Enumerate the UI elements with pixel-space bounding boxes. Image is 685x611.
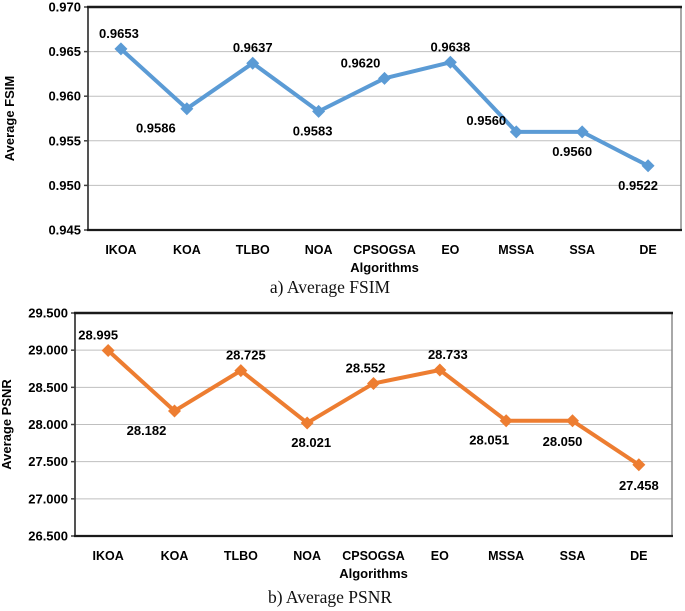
x-category-label: EO <box>431 549 449 563</box>
data-point-marker <box>367 376 380 390</box>
x-axis-title: Algorithms <box>350 260 419 275</box>
data-point-marker <box>499 414 513 428</box>
x-category-label: NOA <box>305 243 333 257</box>
data-point-label: 27.458 <box>619 478 659 493</box>
data-point-label: 0.9583 <box>293 123 333 138</box>
y-tick-label: 26.500 <box>28 529 68 544</box>
data-point-marker <box>101 344 115 358</box>
data-point-label: 28.182 <box>127 423 167 438</box>
data-point-marker <box>300 416 314 430</box>
data-point-label: 28.733 <box>428 347 468 362</box>
x-category-label: SSA <box>569 243 595 257</box>
fsim-chart-figure: 0.970 0.965 0.960 0.955 0.950 0.945 0.9653 0.95… <box>0 0 685 298</box>
y-axis-title: Average PSNR <box>0 379 14 470</box>
data-point-marker <box>180 102 194 116</box>
y-tick-label: 28.000 <box>28 417 68 432</box>
y-tick-label: 0.970 <box>48 0 81 15</box>
data-point-label: 0.9637 <box>233 40 273 55</box>
data-point-label: 28.050 <box>543 434 583 449</box>
x-category-label: IKOA <box>93 549 124 563</box>
x-category-label: DE <box>639 243 656 257</box>
y-tick-label: 29.500 <box>28 306 68 321</box>
x-axis-title: Algorithms <box>339 566 408 581</box>
x-category-label: MSSA <box>498 243 534 257</box>
data-point-marker <box>641 159 655 173</box>
data-point-label: 0.9653 <box>99 26 139 41</box>
y-axis-title: Average FSIM <box>2 76 17 162</box>
data-point-label: 28.021 <box>291 435 331 450</box>
data-point-label: 0.9560 <box>466 113 506 128</box>
x-category-label: EO <box>441 243 459 257</box>
data-point-marker <box>509 125 523 139</box>
data-point-label: 0.9638 <box>431 39 471 54</box>
data-point-marker <box>234 364 248 378</box>
psnr-caption: b) Average PSNR <box>267 587 393 607</box>
x-category-label: NOA <box>293 549 321 563</box>
data-point-label: 28.051 <box>469 433 509 448</box>
x-category-label: KOA <box>161 549 189 563</box>
data-point-label: 28.725 <box>226 348 266 363</box>
psnr-chart-figure: 29.500 29.000 28.500 28.000 27.500 27.000 26.5… <box>0 298 685 608</box>
y-tick-label: 0.945 <box>48 223 81 238</box>
x-category-label: CPSOGSA <box>353 243 416 257</box>
y-tick-label: 27.000 <box>28 491 68 506</box>
y-tick-label: 0.965 <box>48 44 81 59</box>
data-point-marker <box>312 104 326 118</box>
data-point-marker <box>632 458 646 472</box>
y-tick-label: 0.960 <box>48 89 81 104</box>
data-point-marker <box>246 56 260 70</box>
data-point-label: 28.552 <box>346 360 386 375</box>
data-point-label: 28.995 <box>78 328 118 343</box>
data-point-label: 0.9620 <box>341 55 381 70</box>
y-tick-label: 28.500 <box>28 380 68 395</box>
data-point-marker <box>433 363 447 377</box>
y-tick-label: 29.000 <box>28 343 68 358</box>
x-category-label: IKOA <box>105 243 136 257</box>
data-point-marker <box>566 414 579 428</box>
y-tick-label: 27.500 <box>28 454 68 469</box>
data-point-label: 0.9522 <box>618 178 658 193</box>
x-category-label: CPSOGSA <box>342 549 405 563</box>
data-point-label: 0.9560 <box>552 144 592 159</box>
x-category-label: MSSA <box>488 549 524 563</box>
fsim-caption: a) Average FSIM <box>269 277 391 297</box>
x-category-label: TLBO <box>224 549 258 563</box>
x-category-label: DE <box>630 549 647 563</box>
psnr-chart-canvas: 29.500 29.000 28.500 28.000 27.500 27.000 26.5… <box>0 306 673 581</box>
x-category-label: KOA <box>173 243 201 257</box>
y-tick-label: 0.950 <box>48 178 81 193</box>
data-point-marker <box>114 42 128 56</box>
fsim-chart-canvas: 0.970 0.965 0.960 0.955 0.950 0.945 0.9653 0.95… <box>2 0 682 275</box>
data-point-label: 0.9586 <box>136 121 176 136</box>
data-point-marker <box>575 125 589 139</box>
x-category-label: TLBO <box>236 243 270 257</box>
data-point-marker <box>168 404 181 418</box>
data-point-marker <box>378 71 391 85</box>
y-tick-label: 0.955 <box>48 133 81 148</box>
data-point-marker <box>443 55 457 69</box>
x-category-label: SSA <box>560 549 586 563</box>
